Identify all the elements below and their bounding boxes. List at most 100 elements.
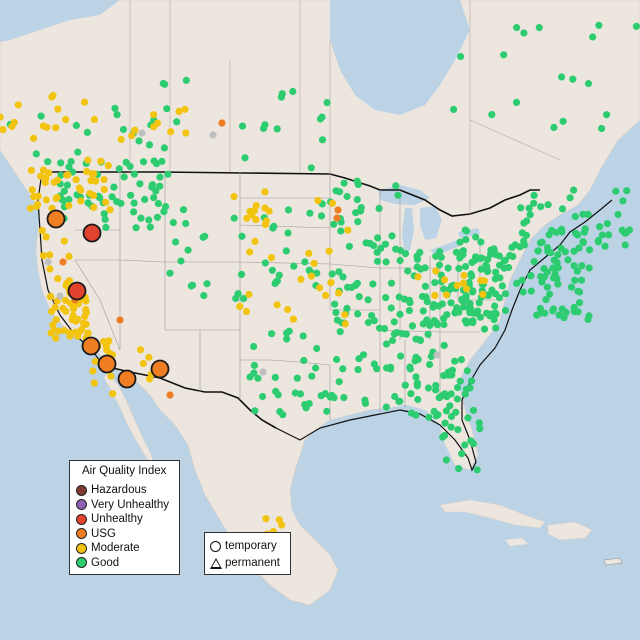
good-monitor (406, 363, 414, 371)
moderate-monitor (41, 178, 49, 186)
moderate-monitor (0, 113, 4, 121)
good-monitor (589, 33, 597, 41)
moderate-monitor (261, 220, 269, 229)
moderate-monitor (46, 265, 54, 273)
moderate-monitor (109, 390, 117, 398)
moderate-monitor (52, 316, 60, 324)
good-monitor (518, 276, 526, 284)
moderate-monitor (83, 167, 91, 176)
good-monitor (453, 395, 461, 403)
good-monitor (396, 310, 404, 318)
good-monitor (530, 199, 538, 207)
good-monitor (501, 290, 510, 298)
good-monitor (119, 125, 128, 134)
moderate-monitor (92, 177, 100, 185)
unknown-monitor (433, 351, 441, 359)
good-monitor (440, 341, 448, 349)
good-monitor (584, 210, 592, 218)
good-monitor (289, 87, 297, 96)
legend-label: Very Unhealthy (91, 498, 169, 511)
good-monitor (354, 218, 362, 226)
good-monitor (424, 384, 433, 392)
moderate-monitor (48, 93, 56, 101)
moderate-monitor (175, 107, 183, 115)
good-monitor (340, 394, 348, 402)
good-monitor (435, 302, 443, 310)
good-monitor (431, 279, 439, 287)
good-monitor (548, 226, 556, 235)
good-monitor (621, 241, 629, 249)
good-monitor (321, 390, 329, 398)
good-monitor (491, 275, 499, 283)
moderate-monitor (86, 189, 94, 197)
unknown-monitor (259, 368, 267, 376)
good-monitor (406, 299, 414, 307)
good-monitor (145, 216, 153, 224)
good-monitor (439, 433, 447, 441)
good-monitor (333, 355, 341, 364)
moderate-monitor (66, 329, 74, 337)
good-monitor (413, 255, 422, 263)
good-monitor (452, 248, 460, 256)
moderate-monitor (325, 247, 333, 255)
good-monitor (444, 264, 452, 272)
good-monitor (369, 280, 377, 288)
good-monitor (553, 259, 561, 267)
good-monitor (443, 311, 451, 319)
good-monitor (571, 212, 579, 221)
good-monitor (511, 241, 519, 249)
good-monitor (260, 124, 268, 132)
good-monitor (108, 193, 116, 201)
usg-monitor (218, 119, 226, 127)
good-monitor (370, 317, 378, 325)
good-monitor (279, 411, 287, 419)
moderate-monitor (29, 134, 38, 142)
good-monitor (282, 247, 290, 255)
moderate-monitor (150, 111, 158, 119)
good-monitor (251, 407, 259, 415)
good-monitor (339, 365, 347, 373)
good-monitor (632, 22, 640, 30)
good-monitor (535, 24, 543, 32)
good-monitor (357, 204, 365, 212)
good-monitor (472, 233, 480, 241)
good-monitor (391, 392, 399, 401)
good-monitor (152, 160, 161, 168)
good-monitor (154, 200, 162, 208)
moderate-monitor (32, 202, 41, 210)
good-monitor (475, 419, 483, 427)
good-monitor (446, 402, 454, 410)
good-monitor (65, 163, 73, 171)
good-monitor (422, 293, 430, 301)
good-monitor (284, 229, 292, 237)
good-monitor (316, 115, 324, 123)
good-monitor (359, 351, 368, 359)
good-monitor (414, 395, 422, 404)
good-monitor (272, 387, 280, 395)
temporary-monitor-usg (117, 369, 137, 389)
good-monitor (405, 307, 413, 315)
moderate-monitor (243, 214, 251, 222)
good-monitor (462, 236, 470, 244)
unknown-monitor (209, 131, 217, 139)
aqi-monitor-points (0, 21, 640, 538)
moderate-monitor (128, 132, 136, 140)
good-monitor (488, 286, 496, 294)
good-monitor (570, 186, 578, 194)
good-monitor (392, 182, 400, 190)
moderate-monitor (34, 192, 42, 200)
good-monitor (496, 261, 504, 269)
moderate-monitor (242, 307, 251, 316)
moderate-swatch (76, 542, 87, 554)
good-monitor (419, 307, 427, 315)
good-monitor (387, 279, 396, 287)
good-monitor (584, 315, 592, 324)
legend-item-moderate: Moderate (76, 541, 140, 555)
good-monitor (623, 187, 631, 195)
moderate-monitor (245, 290, 253, 299)
moderate-monitor (261, 204, 269, 212)
good-monitor (447, 367, 455, 375)
moderate-monitor (335, 289, 343, 297)
good-monitor (382, 340, 391, 348)
